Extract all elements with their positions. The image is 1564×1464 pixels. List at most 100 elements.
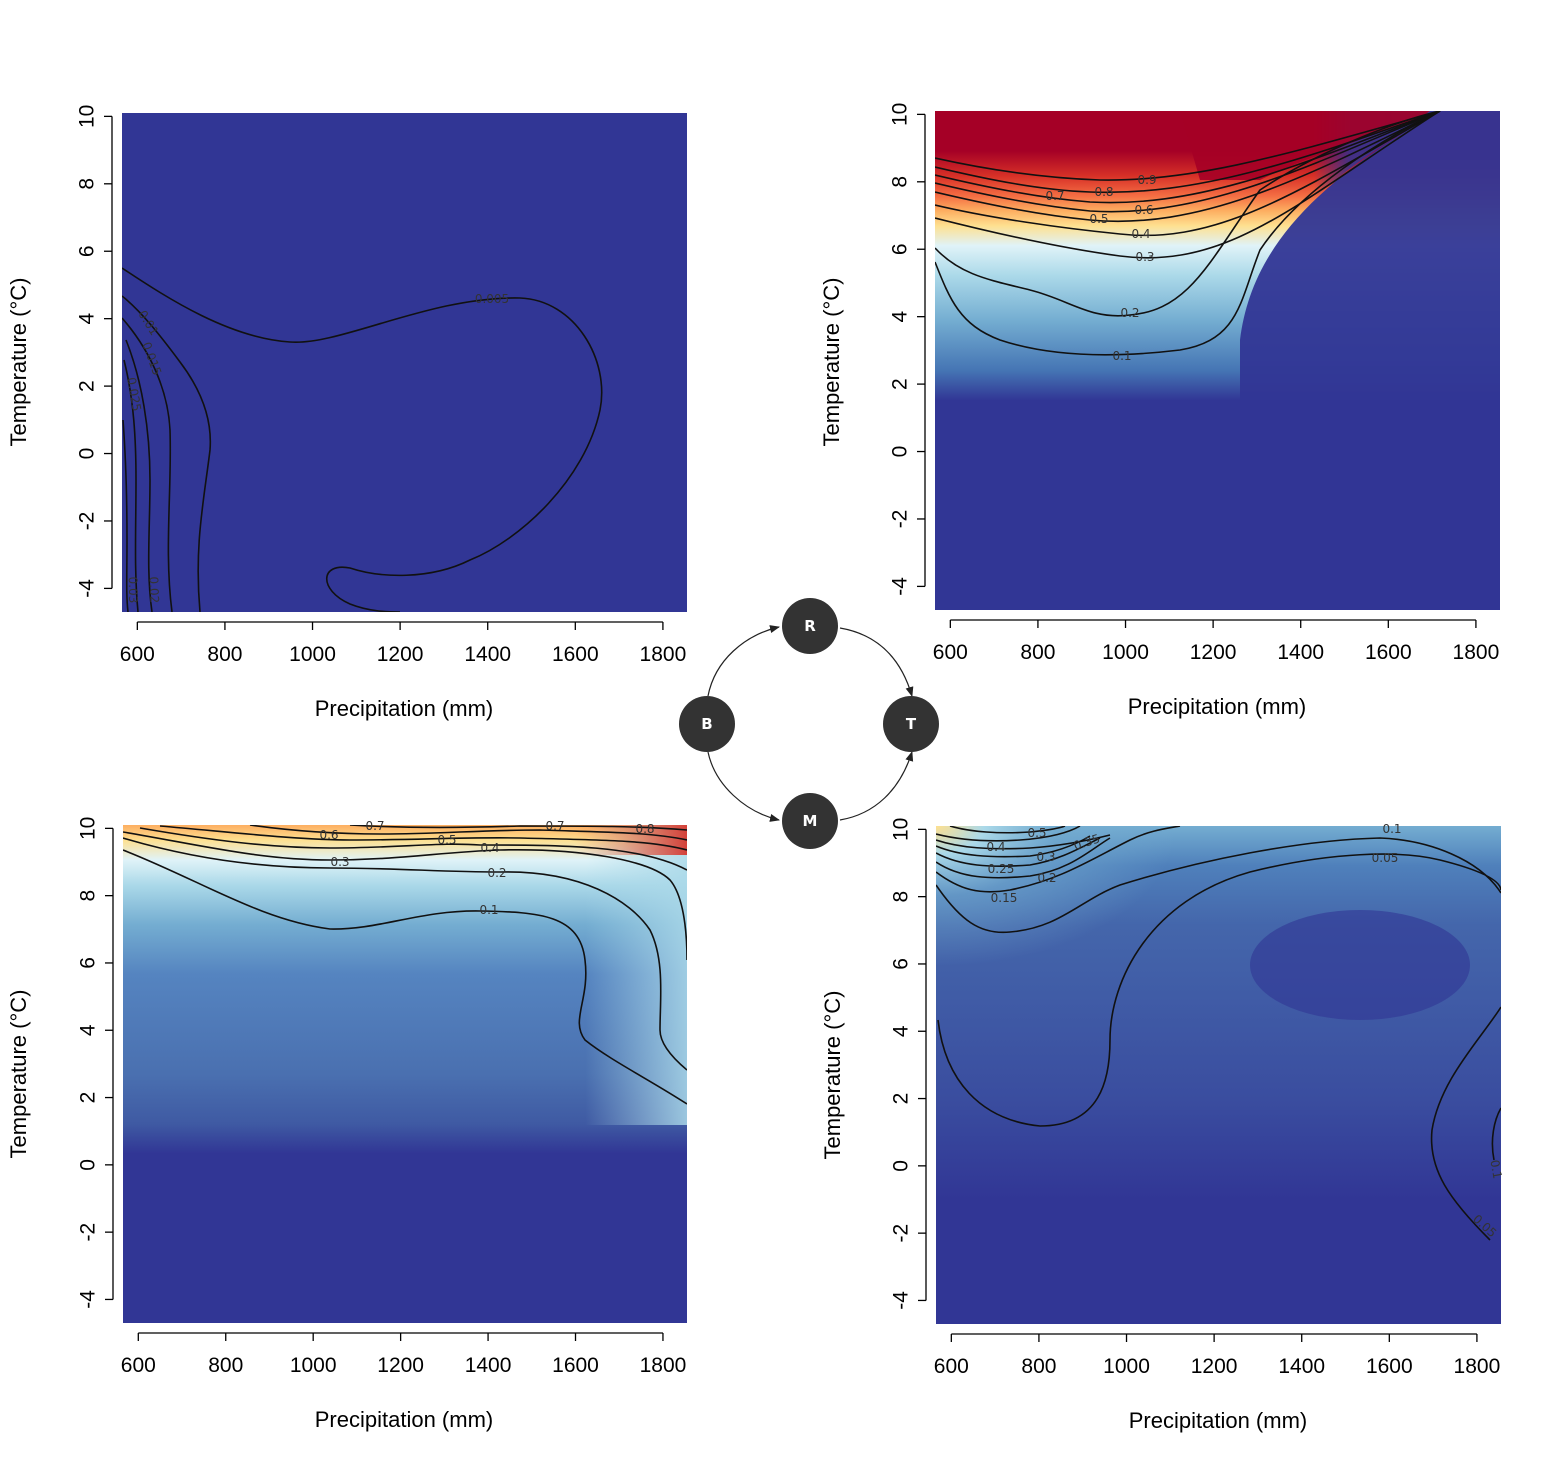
y-tick-label: 8 (75, 178, 98, 190)
x-tick-label: 1200 (1191, 1355, 1238, 1378)
contour-0.5 (935, 111, 1441, 223)
heatmap-fill (1250, 910, 1470, 1020)
contour-label: 0.02 (147, 576, 162, 603)
x-tick-label: 800 (1020, 641, 1055, 664)
contour-0.6 (249, 825, 687, 841)
contour-label: 0.5 (1089, 212, 1108, 226)
contour-0.1b (1491, 1107, 1501, 1161)
contour-0.25 (936, 837, 1101, 867)
contour-lines (936, 826, 1501, 1241)
y-axis-title: Temperature (°C) (6, 990, 31, 1159)
contour-label: 0.2 (1120, 306, 1139, 320)
contour-label: 0.7 (365, 819, 384, 833)
contour-lines (935, 111, 1441, 356)
x-tick-label: 1400 (465, 1354, 512, 1377)
contour-0.15 (936, 826, 1181, 893)
y-tick-label: 8 (76, 890, 99, 902)
causal-diagram: B R M T (679, 598, 939, 849)
x-tick-label: 1800 (1453, 641, 1500, 664)
contour-0.7 (935, 111, 1441, 204)
contour-0.025 (123, 359, 139, 612)
y-tick-label: 4 (889, 1025, 912, 1037)
contour-lines (122, 267, 603, 612)
contour-label: 0.05 (1372, 851, 1399, 865)
y-tick-label: -4 (75, 579, 98, 598)
y-tick-label: -2 (888, 510, 911, 529)
contour-0.4 (935, 111, 1441, 237)
contour-label: 0.4 (1131, 227, 1150, 241)
contour-label: 0.5 (1027, 826, 1046, 840)
contour-label: 0.25 (988, 862, 1015, 876)
contour-label: 0.1 (479, 903, 498, 917)
contour-label: 0.8 (635, 822, 654, 836)
x-tick-label: 600 (120, 643, 155, 666)
contour-label: 0.8 (1094, 185, 1113, 199)
y-tick-label: 0 (889, 1160, 912, 1172)
panel-top-right: 0.9 0.8 0.7 0.6 0.5 0.4 0.3 0.2 0.1 600 8… (819, 103, 1500, 719)
x-tick-label: 1800 (640, 643, 687, 666)
contour-label: 0.1 (1112, 349, 1131, 363)
contour-label: 0.005 (475, 292, 509, 306)
heatmap-fill (1240, 111, 1500, 610)
node-b-label: B (701, 715, 712, 733)
contour-labels: 0.9 0.8 0.7 0.6 0.5 0.4 0.3 0.2 0.1 (1045, 173, 1156, 363)
contour-label: 0.6 (319, 828, 338, 842)
x-tick-label: 800 (207, 643, 242, 666)
y-tick-label: 6 (75, 245, 98, 257)
x-tick-label: 1600 (1366, 1355, 1413, 1378)
contour-0.2 (123, 837, 687, 1071)
heatmap-fill (123, 825, 687, 1125)
y-tick-label: 0 (75, 448, 98, 460)
heatmap-fill (1180, 111, 1430, 180)
panel-bottom-left: 0.7 0.6 0.5 0.7 0.8 0.4 0.3 0.2 0.1 600 8… (6, 817, 687, 1432)
contour-label: 0.7 (1045, 189, 1064, 203)
y-tick-label: -4 (889, 1291, 912, 1310)
y-tick-label: -4 (888, 577, 911, 596)
contour-0.6 (935, 111, 1441, 213)
contour-label: 0.7 (545, 819, 564, 833)
contour-0.4 (936, 826, 1081, 842)
node-b (679, 696, 735, 752)
contour-label: 0.4 (480, 841, 499, 855)
contour-0.7 (349, 825, 687, 831)
edge-r-t (839, 627, 914, 697)
y-axis-title: Temperature (°C) (819, 278, 844, 447)
contour-0.35 (936, 834, 1111, 850)
contour-lines (123, 825, 687, 1105)
contour-label: 0.2 (487, 866, 506, 880)
contour-0.8 (935, 111, 1441, 194)
x-tick-label: 1000 (290, 1354, 337, 1377)
x-axis-title: Precipitation (mm) (1129, 1408, 1307, 1433)
x-tick-label: 600 (121, 1354, 156, 1377)
contour-labels: 0.7 0.6 0.5 0.7 0.8 0.4 0.3 0.2 0.1 (319, 819, 654, 917)
x-tick-label: 600 (933, 641, 968, 664)
node-t-label: T (906, 715, 917, 733)
contour-label: 0.15 (991, 891, 1018, 905)
heatmap-fill (936, 826, 1176, 966)
y-tick-label: 8 (888, 176, 911, 188)
contour-0.5 (159, 825, 687, 851)
contour-label: 0.03 (126, 576, 140, 603)
x-tick-label: 1600 (552, 643, 599, 666)
x-tick-label: 1000 (289, 643, 336, 666)
contour-0.05b (1430, 1006, 1501, 1241)
y-tick-label: -2 (889, 1224, 912, 1243)
contour-0.03 (122, 419, 129, 612)
y-tick-label: 8 (889, 891, 912, 903)
x-tick-label: 1600 (552, 1354, 599, 1377)
y-tick-label: 4 (888, 311, 911, 323)
node-m (782, 793, 838, 849)
edge-b-r (707, 625, 780, 697)
contour-label: 0.5 (437, 833, 456, 847)
y-tick-label: 6 (888, 243, 911, 255)
y-axis-title: Temperature (°C) (6, 278, 31, 447)
contour-0.2 (936, 837, 1111, 879)
contour-0.4 (139, 827, 687, 871)
contour-label: 0.9 (1137, 173, 1156, 187)
x-tick-label: 600 (934, 1355, 969, 1378)
y-tick-label: 0 (888, 446, 911, 458)
edge-m-t (839, 751, 914, 821)
y-tick-label: 10 (76, 817, 99, 840)
contour-label: 0.2 (1037, 871, 1056, 885)
x-axis-title: Precipitation (mm) (315, 1407, 493, 1432)
